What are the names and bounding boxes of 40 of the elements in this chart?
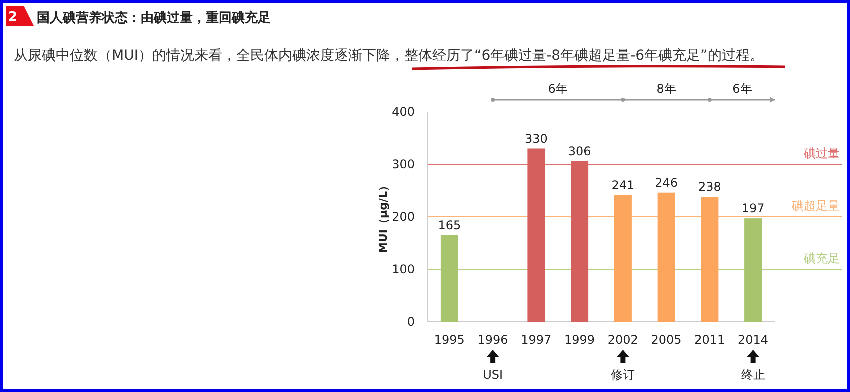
y-tick-label: 400 — [392, 105, 415, 119]
ref-line-label: 碘充足 — [803, 252, 840, 266]
x-tick-label: 1996 — [478, 333, 508, 347]
ref-line-label: 碘过量 — [803, 146, 840, 160]
text: 6年 — [548, 82, 568, 96]
bar — [440, 235, 458, 322]
data-label: 197 — [742, 202, 765, 216]
data-label: 238 — [698, 180, 722, 194]
data-label: 165 — [438, 218, 462, 232]
bar — [701, 197, 719, 322]
text: 8年 — [656, 82, 676, 96]
bar — [571, 161, 589, 322]
data-label: 246 — [655, 176, 678, 190]
data-label: 241 — [612, 178, 635, 192]
x-tick-label: 1997 — [521, 333, 552, 347]
bar — [614, 195, 632, 322]
data-label: 330 — [524, 132, 548, 146]
chart-subtitle: 从尿碘中位数（MUI）的情况来看，全民体内碘浓度逐渐下降，整体经历了“6年碘过量-8年碘超足量-6年碘充足”的过程。 — [14, 48, 764, 64]
x-tick-label: 2011 — [694, 333, 726, 347]
y-tick-label: 0 — [407, 315, 415, 329]
text: 国人碘营养状态：由碘过量，重回碘充足 — [37, 10, 271, 26]
bar — [744, 218, 762, 322]
text: 6年 — [732, 82, 752, 96]
bar — [658, 192, 676, 322]
y-tick-label: 300 — [392, 158, 415, 172]
ref-line-label: 碘超足量 — [791, 199, 840, 213]
x-tick-label: 1999 — [564, 333, 596, 347]
x-tick-label: 2005 — [651, 333, 682, 347]
x-tick-label: 2014 — [738, 333, 769, 347]
bar — [528, 148, 546, 322]
x-tick-label: 1995 — [434, 333, 465, 347]
y-axis-title: MUI（μg/L） — [377, 180, 390, 254]
text: 修订 — [611, 368, 636, 382]
y-tick-label: 200 — [392, 210, 415, 224]
text: 2 — [8, 10, 18, 25]
x-tick-label: 2002 — [608, 333, 638, 347]
text: USI — [483, 368, 504, 382]
y-tick-label: 100 — [392, 262, 415, 276]
data-label: 306 — [568, 144, 592, 158]
text: 终止 — [741, 368, 766, 382]
